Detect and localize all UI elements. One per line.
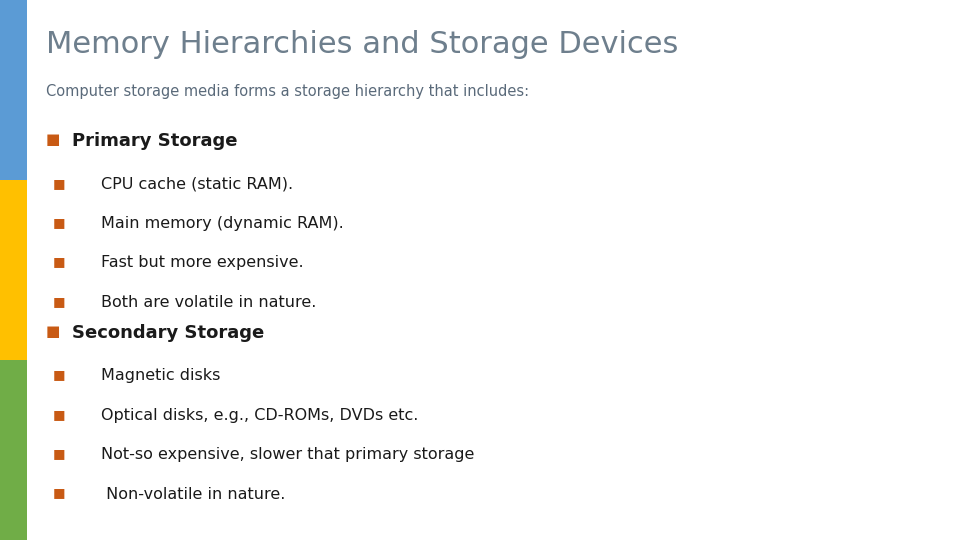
Text: Magnetic disks: Magnetic disks [101, 368, 220, 383]
Text: Computer storage media forms a storage hierarchy that includes:: Computer storage media forms a storage h… [46, 84, 529, 99]
Bar [0, 0, 27, 180]
Text: ■: ■ [46, 132, 60, 147]
Text: Non-volatile in nature.: Non-volatile in nature. [101, 487, 285, 502]
Text: ■: ■ [53, 216, 65, 229]
Text: ■: ■ [53, 368, 65, 381]
Text: ■: ■ [53, 255, 65, 268]
Text: Secondary Storage: Secondary Storage [72, 324, 264, 342]
Text: Primary Storage: Primary Storage [72, 132, 237, 150]
Text: Fast but more expensive.: Fast but more expensive. [101, 255, 303, 271]
Text: ■: ■ [46, 324, 60, 339]
Text: ■: ■ [53, 295, 65, 308]
Text: Main memory (dynamic RAM).: Main memory (dynamic RAM). [101, 216, 344, 231]
Text: Memory Hierarchies and Storage Devices: Memory Hierarchies and Storage Devices [46, 30, 679, 59]
Text: ■: ■ [53, 177, 65, 190]
Bar [0, 360, 27, 540]
Bar [0, 180, 27, 360]
Text: ■: ■ [53, 487, 65, 500]
Text: Both are volatile in nature.: Both are volatile in nature. [101, 295, 316, 310]
Text: Not-so expensive, slower that primary storage: Not-so expensive, slower that primary st… [101, 447, 474, 462]
Text: Optical disks, e.g., CD-ROMs, DVDs etc.: Optical disks, e.g., CD-ROMs, DVDs etc. [101, 408, 419, 423]
Text: ■: ■ [53, 408, 65, 421]
Text: ■: ■ [53, 447, 65, 460]
Text: CPU cache (static RAM).: CPU cache (static RAM). [101, 177, 293, 192]
